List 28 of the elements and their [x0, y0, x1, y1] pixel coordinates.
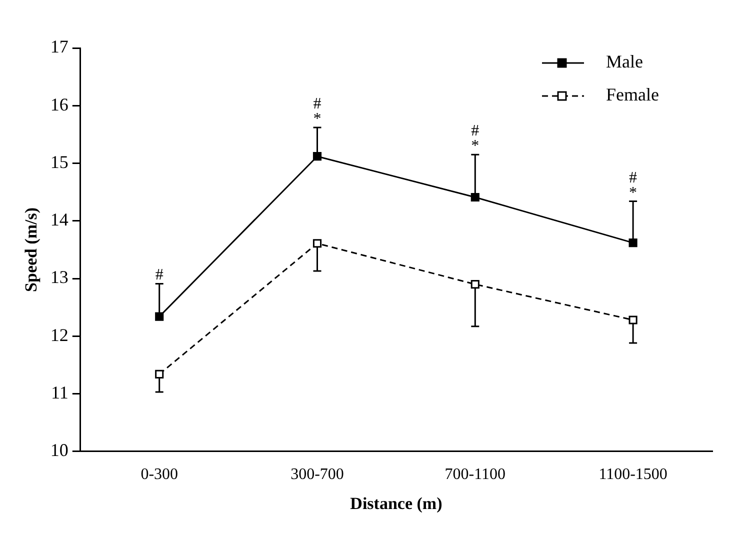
x-tick-label: 0-300: [140, 466, 178, 484]
y-tick-label: 11: [51, 382, 68, 403]
y-tick-label: 10: [50, 440, 68, 460]
y-tick-label: 12: [50, 324, 68, 345]
annotation: # *: [471, 122, 480, 155]
point: [628, 316, 638, 324]
y-tick-label: 16: [50, 94, 68, 114]
y-tick-label: 13: [50, 267, 68, 288]
annotation: # *: [629, 169, 638, 202]
annotation: #: [155, 266, 164, 284]
legend-label: Female: [606, 84, 659, 105]
y-tick-label: 17: [50, 36, 68, 57]
point: [155, 312, 164, 321]
annotation: # *: [313, 96, 322, 128]
point: [628, 238, 638, 248]
point: [470, 192, 480, 202]
point: [312, 239, 322, 248]
point: [312, 152, 322, 161]
point: [155, 370, 164, 378]
x-tick-label: 700-1100: [444, 466, 506, 484]
y-tick-label: 15: [50, 152, 68, 172]
y-tick-label: 14: [50, 210, 68, 230]
y-axis-title: Speed (m/s): [22, 207, 41, 292]
point: [470, 280, 480, 289]
x-axis-title: Distance (m): [350, 494, 442, 514]
x-tick-label: 300-700: [290, 466, 344, 484]
legend-label: Male: [606, 52, 643, 72]
x-tick-label: 1100-1500: [598, 466, 668, 484]
